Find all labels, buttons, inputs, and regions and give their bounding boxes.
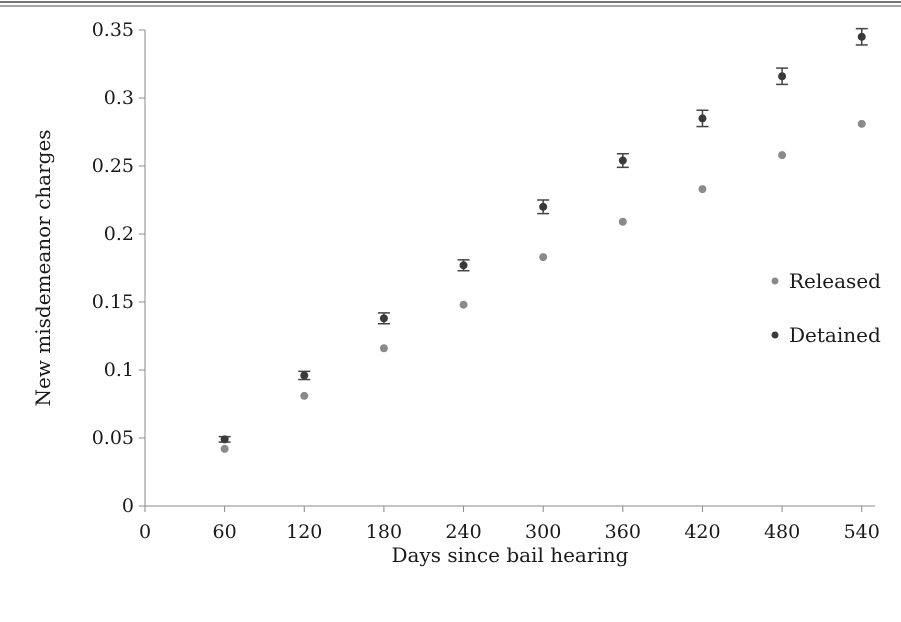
detained-point [857, 32, 866, 41]
detained-point [379, 314, 388, 323]
released-point [698, 185, 707, 194]
y-tick-label: 0.05 [92, 427, 134, 449]
x-axis-title: Days since bail hearing [392, 543, 629, 567]
y-tick-label: 0.25 [92, 155, 134, 177]
detained-point [698, 114, 707, 123]
data-points [218, 27, 868, 453]
y-tick-label: 0.2 [104, 223, 134, 245]
y-tick-label: 0.15 [92, 291, 134, 313]
released-point [300, 391, 309, 400]
detained-point [618, 156, 627, 165]
x-tick-label: 300 [525, 521, 561, 543]
released-point [220, 444, 229, 453]
legend-marker-released [771, 277, 779, 285]
x-tick-label: 420 [684, 521, 720, 543]
legend: Released Detained [771, 269, 881, 347]
y-axis: 0 0.05 0.1 0.15 0.2 0.25 0.3 0.35 [92, 19, 146, 517]
x-axis: 0 60 120 180 240 300 360 420 480 540 [139, 505, 880, 543]
x-tick-label: 60 [213, 521, 237, 543]
x-tick-label: 480 [764, 521, 800, 543]
x-tick-label: 240 [445, 521, 481, 543]
detained-point [459, 261, 468, 270]
y-tick-label: 0.35 [92, 19, 134, 41]
x-tick-label: 0 [139, 521, 151, 543]
legend-marker-detained [771, 331, 779, 339]
y-tick-label: 0.1 [104, 359, 134, 381]
detained-point [220, 435, 229, 444]
detained-point [300, 371, 309, 380]
x-tick-label: 540 [844, 521, 880, 543]
x-tick-label: 120 [286, 521, 322, 543]
released-point [379, 344, 388, 353]
detained-point [539, 202, 548, 211]
y-tick-label: 0.3 [104, 87, 134, 109]
legend-label-released: Released [789, 269, 881, 293]
x-tick-label: 180 [366, 521, 402, 543]
released-point [857, 119, 866, 128]
released-point [618, 217, 627, 226]
detained-point [778, 72, 787, 81]
y-tick-label: 0 [122, 495, 134, 517]
released-point [459, 300, 468, 309]
legend-label-detained: Detained [789, 323, 881, 347]
y-axis-title: New misdemeanor charges [31, 129, 55, 406]
released-point [539, 253, 548, 262]
x-tick-label: 360 [605, 521, 641, 543]
released-point [778, 151, 787, 160]
